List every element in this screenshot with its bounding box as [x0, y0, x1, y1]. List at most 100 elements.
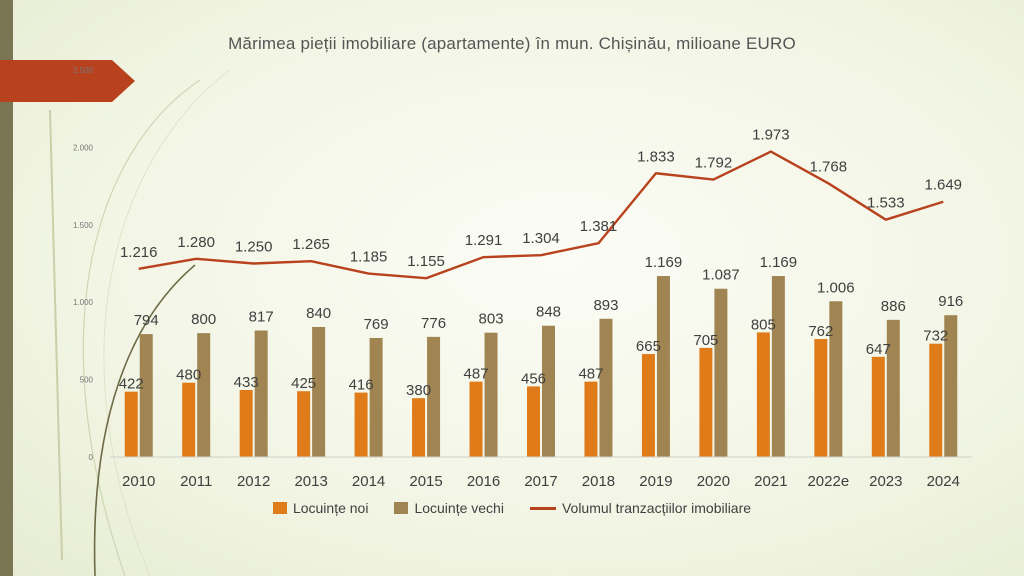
- x-tick-label: 2020: [697, 473, 730, 490]
- y-tick-label: 1.000: [73, 298, 94, 307]
- bar-old: [197, 333, 211, 457]
- data-label-new: 805: [751, 316, 776, 333]
- data-label-volume: 1.973: [752, 127, 790, 144]
- x-tick-label: 2016: [467, 473, 500, 490]
- bar-new: [354, 392, 368, 457]
- data-label-new: 487: [578, 366, 603, 383]
- volume-line: [138, 150, 944, 280]
- bar-new: [641, 354, 655, 457]
- legend-label-old: Locuințe vechi: [414, 500, 504, 516]
- data-label-old: 1.006: [817, 279, 855, 296]
- data-label-old: 1.169: [645, 254, 683, 271]
- data-label-old: 769: [364, 316, 389, 333]
- y-tick-label: 2.500: [73, 66, 94, 75]
- data-label-new: 762: [808, 323, 833, 340]
- bar-new: [527, 386, 540, 457]
- data-label-old: 848: [536, 304, 561, 321]
- bar-new: [412, 398, 426, 457]
- bar-old: [484, 332, 498, 457]
- bar-new: [239, 389, 253, 457]
- data-label-old: 886: [881, 298, 906, 315]
- x-tick-label: 2019: [639, 473, 672, 490]
- bar-old: [427, 336, 441, 457]
- legend-swatch-volume: [529, 506, 556, 510]
- bar-old: [312, 326, 326, 457]
- data-label-volume: 1.250: [235, 239, 273, 256]
- data-label-volume: 1.185: [350, 249, 388, 266]
- x-tick-label: 2010: [122, 473, 155, 490]
- data-label-new: 433: [234, 374, 259, 391]
- data-label-new: 380: [406, 382, 431, 399]
- data-label-new: 425: [291, 375, 316, 392]
- data-label-old: 803: [479, 311, 504, 328]
- y-axis: 0 500 1.000 1.500 2.000 2.500: [73, 66, 94, 462]
- x-tick-label: 2011: [180, 473, 212, 490]
- bar-old: [771, 276, 785, 457]
- bar-new: [814, 339, 828, 457]
- bar-new: [124, 391, 138, 457]
- left-accent-bar: [0, 0, 13, 576]
- bar-old: [944, 315, 958, 457]
- y-tick-label: 1.500: [73, 221, 94, 230]
- legend-item-new: Locuințe noi: [272, 500, 369, 516]
- bar-old: [254, 330, 268, 457]
- data-label-new: 480: [176, 367, 201, 384]
- line-series: 1.216 1.280 1.250 1.265 1.185 1.155 1.291 1.304…: [120, 127, 962, 280]
- bar-old: [829, 301, 843, 457]
- x-tick-label: 2013: [294, 473, 327, 490]
- data-label-volume: 1.265: [292, 236, 330, 253]
- data-label-old: 776: [421, 315, 446, 332]
- data-label-volume: 1.304: [522, 230, 560, 247]
- chart-title: Mărimea pieții imobiliare (apartamente) …: [228, 34, 796, 53]
- data-label-new: 456: [521, 370, 546, 387]
- data-label-volume: 1.291: [465, 232, 503, 249]
- x-axis: 2010 2011 2012 2013 2014 2015 2016 2017 2018 2019…: [110, 456, 972, 490]
- data-label-volume: 1.649: [924, 177, 962, 194]
- legend-label-volume: Volumul tranzacțiilor imobiliare: [561, 500, 752, 516]
- y-tick-label: 500: [80, 376, 94, 385]
- bar-old: [714, 288, 728, 457]
- bar-new: [699, 347, 713, 457]
- x-tick-label: 2012: [237, 473, 270, 490]
- legend-item-volume: Volumul tranzacțiilor imobiliare: [529, 500, 752, 516]
- bar-old: [139, 334, 153, 457]
- x-tick-label: 2018: [582, 473, 615, 490]
- data-label-volume: 1.155: [407, 253, 445, 270]
- data-label-new: 705: [693, 332, 718, 349]
- bar-old: [656, 276, 670, 457]
- legend-swatch-old: [394, 502, 409, 514]
- bar-new: [871, 356, 885, 457]
- data-label-old: 800: [191, 311, 216, 328]
- data-label-old: 1.087: [702, 267, 740, 284]
- data-label-old: 916: [938, 293, 963, 310]
- x-tick-label: 2014: [352, 473, 385, 490]
- legend-swatch-new: [272, 502, 287, 514]
- bar-new: [469, 381, 483, 457]
- data-label-new: 665: [636, 338, 661, 355]
- y-tick-label: 0: [89, 453, 94, 462]
- x-tick-label: 2017: [524, 473, 557, 490]
- data-label-volume: 1.381: [580, 218, 618, 235]
- data-label-old: 794: [134, 312, 159, 329]
- x-tick-label: 2024: [927, 473, 960, 490]
- data-label-volume: 1.533: [867, 195, 905, 212]
- legend: Locuințe noi Locuințe vechi Volumul tran…: [0, 500, 1024, 516]
- bar-new: [182, 382, 196, 457]
- legend-item-old: Locuințe vechi: [394, 500, 504, 516]
- data-label-volume: 1.833: [637, 148, 675, 165]
- x-tick-label: 2022e: [807, 473, 849, 490]
- data-label-new: 647: [866, 341, 891, 358]
- data-label-volume: 1.216: [120, 244, 158, 261]
- data-label-new: 416: [349, 377, 374, 394]
- legend-label-new: Locuințe noi: [292, 500, 369, 516]
- bar-new: [929, 343, 943, 457]
- x-tick-label: 2023: [869, 473, 902, 490]
- bars: 422 794 480 800 433 817 425 840 416 769 380 776 487 8…: [119, 254, 963, 457]
- data-label-new: 732: [923, 328, 948, 345]
- data-label-new: 487: [464, 366, 489, 383]
- data-label-old: 817: [249, 309, 274, 326]
- x-tick-label: 2021: [754, 473, 787, 490]
- bar-new: [584, 381, 598, 457]
